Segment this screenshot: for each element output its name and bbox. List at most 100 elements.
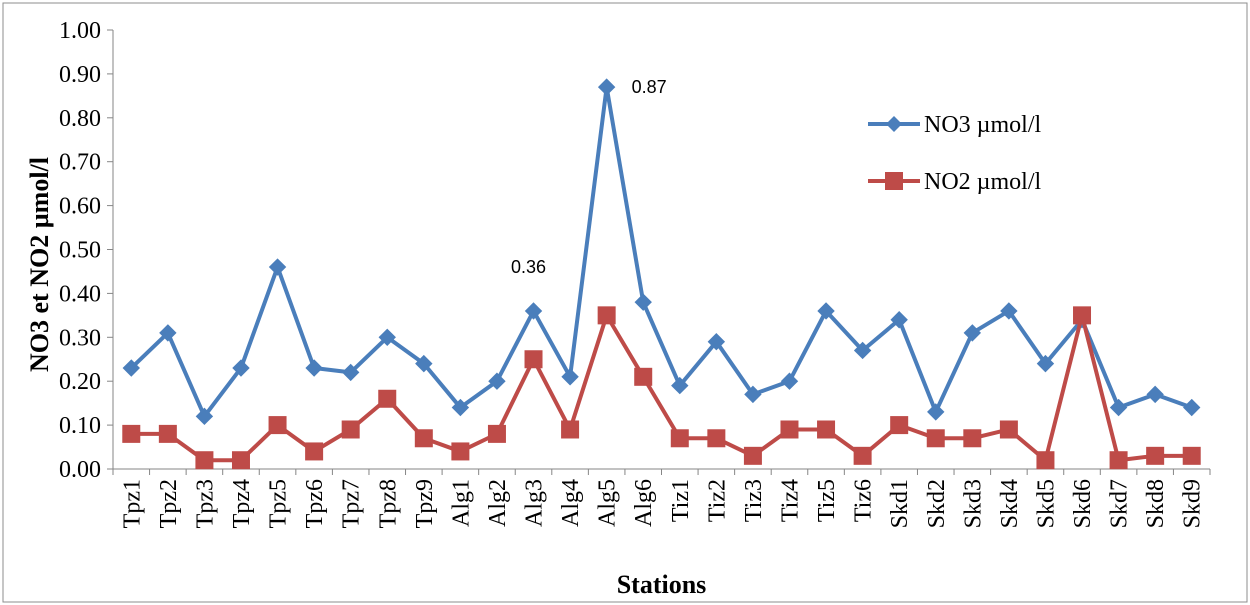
data-point xyxy=(232,359,250,377)
data-point xyxy=(451,442,470,461)
series-2 xyxy=(122,306,1201,470)
data-point xyxy=(122,424,141,443)
legend: NO3 µmol/l NO2 µmol/l xyxy=(868,112,1041,195)
y-tick-label: 0.30 xyxy=(59,325,101,351)
data-point xyxy=(853,341,872,360)
y-tick-label: 0.40 xyxy=(59,281,101,307)
data-point xyxy=(561,368,579,386)
data-point xyxy=(488,372,506,390)
data-point xyxy=(597,306,616,325)
data-point xyxy=(268,258,287,276)
y-tick-label: 0.20 xyxy=(59,369,101,395)
x-tick-label: Alg2 xyxy=(485,479,511,527)
data-point xyxy=(597,78,616,96)
data-point xyxy=(634,293,652,311)
x-tick-label: Tiz4 xyxy=(777,479,803,522)
x-tick-label: Skd3 xyxy=(960,479,986,528)
x-tick-label: Tiz6 xyxy=(851,479,877,522)
data-point xyxy=(999,420,1018,439)
x-tick-label: Tpz1 xyxy=(119,479,145,528)
x-tick-label: Skd8 xyxy=(1143,479,1169,528)
x-tick-label: Tpz6 xyxy=(302,479,328,528)
data-point xyxy=(487,424,506,443)
x-tick-label: Tpz8 xyxy=(375,479,401,528)
data-point xyxy=(341,420,360,439)
x-tick-label: Tpz2 xyxy=(156,479,182,528)
data-point xyxy=(378,389,397,408)
data-point xyxy=(1036,354,1055,373)
data-point xyxy=(817,302,835,320)
data-point xyxy=(927,403,945,421)
data-point xyxy=(378,328,396,347)
x-tick-label: Skd2 xyxy=(924,479,950,528)
data-point xyxy=(524,350,543,369)
data-point xyxy=(1146,446,1165,465)
x-tick-label: Alg3 xyxy=(522,479,548,527)
y-tick-label: 1.00 xyxy=(59,18,101,44)
data-point xyxy=(195,451,214,470)
data-label: 0.36 xyxy=(511,257,546,277)
data-point xyxy=(305,359,323,377)
data-point xyxy=(1000,302,1018,320)
y-tick-label: 0.60 xyxy=(59,194,101,220)
legend-marker xyxy=(886,116,902,132)
data-point xyxy=(671,376,689,395)
data-point xyxy=(1073,306,1092,325)
data-point xyxy=(963,429,982,448)
y-tick-label: 0.50 xyxy=(59,238,101,264)
x-tick-label: Tpz5 xyxy=(266,479,292,528)
data-point xyxy=(707,332,726,351)
data-point xyxy=(780,372,799,390)
data-point xyxy=(341,363,360,382)
x-axis-title: Stations xyxy=(617,570,707,599)
data-point xyxy=(744,385,762,404)
series-line xyxy=(129,85,1193,419)
x-tick-label: Skd1 xyxy=(887,479,913,528)
y-tick-label: 0.10 xyxy=(59,413,101,439)
data-point xyxy=(268,416,287,435)
data-point xyxy=(670,429,689,448)
x-tick-label: Tpz3 xyxy=(192,479,218,528)
data-point xyxy=(926,429,945,448)
data-point xyxy=(451,398,470,417)
y-tick-label: 0.80 xyxy=(59,106,101,132)
legend-marker xyxy=(885,172,903,190)
y-tick-label: 0.90 xyxy=(59,62,101,88)
data-point xyxy=(890,311,908,329)
x-tick-label: Tpz7 xyxy=(339,479,365,528)
data-point xyxy=(1109,398,1128,417)
x-tick-label: Alg5 xyxy=(595,479,621,527)
data-label: 0.87 xyxy=(632,77,667,97)
data-point xyxy=(231,451,250,470)
data-point xyxy=(561,420,580,439)
series-1 xyxy=(122,78,1201,426)
data-point xyxy=(415,354,433,373)
y-axis-title: NO3 et NO2 µmol/l xyxy=(25,157,54,372)
data-point xyxy=(159,324,177,342)
x-tick-label: Alg1 xyxy=(448,479,474,527)
y-tick-label: 0.00 xyxy=(59,457,101,483)
data-point xyxy=(158,424,177,443)
x-tick-labels: Tpz1 Tpz2 Tpz3 Tpz4 Tpz5 Tpz6 Tpz7 Tpz8 Tpz9 Alg1… xyxy=(112,469,1211,528)
data-point xyxy=(707,429,726,448)
data-point xyxy=(1146,385,1164,404)
x-tick-label: Skd7 xyxy=(1107,479,1133,528)
x-tick-label: Tiz5 xyxy=(814,479,840,522)
data-point xyxy=(524,302,543,320)
data-point xyxy=(890,416,909,435)
data-point xyxy=(780,420,799,439)
data-point xyxy=(743,446,762,465)
x-tick-label: Skd5 xyxy=(1033,479,1059,528)
data-point xyxy=(1109,451,1128,470)
y-tick-label: 0.70 xyxy=(59,150,101,176)
legend-entry-1: NO3 µmol/l xyxy=(868,112,1041,138)
y-tick-labels: 0.00 0.10 0.20 0.30 0.40 0.50 0.60 0.70 0.80 0.90… xyxy=(59,18,113,483)
legend-label: NO3 µmol/l xyxy=(924,112,1041,138)
x-tick-label: Tiz2 xyxy=(704,479,730,522)
data-point xyxy=(853,446,872,465)
legend-entry-2: NO2 µmol/l xyxy=(868,169,1041,195)
x-tick-label: Tpz4 xyxy=(229,479,255,528)
